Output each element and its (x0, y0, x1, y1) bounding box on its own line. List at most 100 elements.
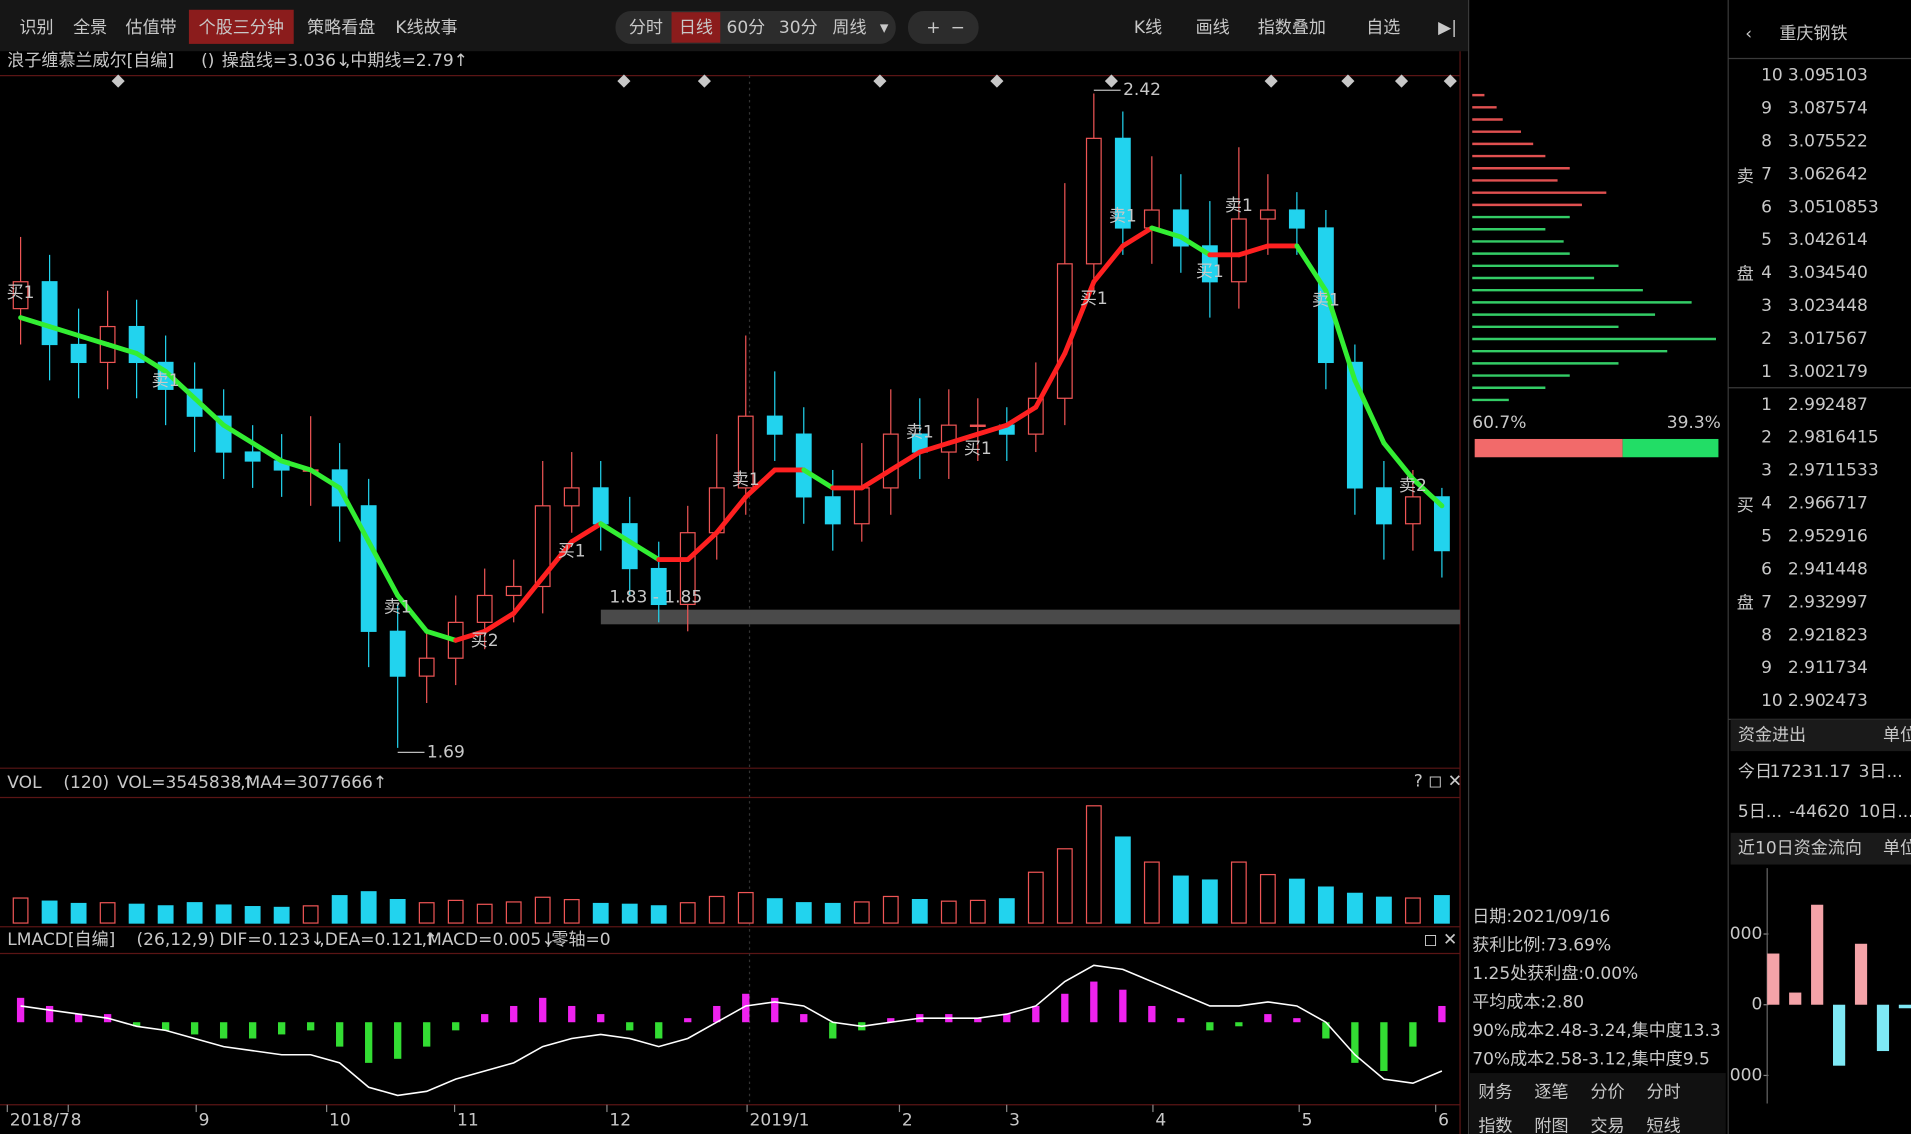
candle-body (941, 425, 956, 452)
price: 2.94 (1788, 559, 1826, 579)
funds-cell: 5日... (1738, 802, 1782, 822)
x-tick-label: 8 (71, 1111, 82, 1131)
volume-bar (419, 903, 434, 923)
level: 8 (1761, 131, 1772, 151)
zoom-out[interactable]: − (951, 18, 965, 38)
period-button[interactable]: 分时 (629, 18, 663, 38)
volume-bar (825, 904, 840, 924)
tab[interactable]: 逐笔 (1534, 1083, 1568, 1103)
candle-body (767, 416, 782, 434)
macd-bar (1235, 1022, 1242, 1026)
volume: 2916 (1824, 527, 1867, 547)
marker: ◆ (698, 70, 712, 90)
volume-bar (912, 900, 927, 923)
zoom-in[interactable]: + (926, 18, 940, 38)
tab[interactable]: 指数 (1478, 1117, 1512, 1134)
marker: ◆ (990, 70, 1004, 90)
pane-buttons[interactable]: ? ◻ ✕ (1414, 772, 1462, 792)
high-label: 2.42 (1123, 80, 1161, 100)
tab[interactable]: 附图 (1534, 1117, 1568, 1134)
macd-bar (1032, 1006, 1039, 1022)
candle-body (970, 425, 985, 426)
toolbar-button[interactable]: 估值带 (126, 18, 177, 38)
back[interactable]: ‹ (1745, 24, 1752, 44)
price: 3.02 (1788, 296, 1826, 316)
macd-bar (626, 1022, 633, 1030)
level: 1 (1761, 395, 1772, 415)
volume: 16415 (1824, 428, 1878, 448)
period-button[interactable]: 日线 (679, 18, 713, 38)
toolbar-button[interactable]: 全景 (73, 18, 107, 38)
signal: 卖1 (1312, 290, 1340, 310)
candle-body (593, 488, 608, 524)
tab[interactable]: 分价 (1590, 1083, 1624, 1103)
volume: 2997 (1824, 592, 1867, 612)
toolbar-button[interactable]: 策略看盘 (307, 18, 375, 38)
volume-bar (622, 904, 637, 923)
macd-params: (26,12,9) (137, 930, 215, 950)
volume: 1734 (1824, 658, 1867, 678)
signal: 买1 (1080, 289, 1108, 309)
funds-title: 资金进出 (1738, 725, 1806, 745)
volume-bar (535, 897, 550, 923)
volume-bar (1232, 862, 1247, 923)
macd-bar (423, 1022, 430, 1046)
x-tick-label: 12 (609, 1111, 631, 1131)
x-tick-label: 5 (1302, 1111, 1313, 1131)
toolbar-button[interactable]: K线 (1134, 18, 1162, 38)
candle-body (1087, 138, 1102, 263)
funds-cell: -44620 (1789, 802, 1849, 822)
volume-bar (1058, 849, 1073, 923)
period-button[interactable]: 30分 (779, 18, 818, 38)
toolbar-button[interactable]: K线故事 (395, 18, 457, 38)
period-button[interactable]: 60分 (727, 18, 766, 38)
price: 3.00 (1788, 362, 1826, 382)
collapse[interactable]: ▶| (1438, 18, 1457, 38)
volume-bar (1174, 876, 1189, 923)
low-label: 1.69 (427, 742, 465, 762)
macd-bar (46, 1006, 53, 1022)
volume-bar (1348, 893, 1363, 923)
tab[interactable]: 交易 (1590, 1117, 1624, 1134)
volume-bar (1203, 880, 1218, 923)
candle-body (390, 631, 405, 676)
x-tick-label: 3 (1009, 1111, 1020, 1131)
candle-body (1290, 210, 1305, 228)
pane-buttons[interactable]: ◻ ✕ (1424, 930, 1458, 950)
volume-bar (245, 907, 260, 923)
period-button[interactable]: 周线 (832, 18, 866, 38)
level: 3 (1761, 461, 1772, 481)
level: 9 (1761, 99, 1772, 119)
volume-bar (1261, 875, 1276, 923)
volume-bar (767, 899, 782, 923)
macd-bar (481, 1014, 488, 1022)
tab[interactable]: 财务 (1478, 1083, 1512, 1103)
volume-bar (390, 900, 405, 923)
macd-bar (510, 1006, 517, 1022)
toolbar-button[interactable]: 自选 (1366, 18, 1400, 38)
macd-bar (249, 1022, 256, 1038)
volume-bar (1029, 872, 1044, 923)
indicator-value: ,中期线=2.79↑ (345, 51, 468, 71)
toolbar-button[interactable]: 个股三分钟 (199, 18, 284, 38)
chip-info: 平均成本:2.80 (1472, 993, 1584, 1013)
signal: 卖2 (1399, 476, 1427, 496)
volume: 2487 (1824, 395, 1867, 415)
toolbar-button[interactable]: 识别 (20, 18, 54, 38)
price: 3.06 (1788, 164, 1826, 184)
toolbar-button[interactable]: 画线 (1196, 18, 1230, 38)
volume-bar (71, 904, 86, 924)
toolbar-button[interactable]: 指数叠加 (1258, 18, 1326, 38)
signal: 买1 (558, 541, 586, 561)
price: 3.05 (1788, 197, 1826, 217)
signal: 买2 (471, 631, 499, 651)
volume-bar (216, 905, 231, 923)
funds-cell: 今日 (1738, 762, 1772, 782)
marker: ◆ (617, 70, 631, 90)
tab[interactable]: 分时 (1647, 1083, 1681, 1103)
candle-body (42, 282, 57, 345)
volume-bar (42, 901, 57, 923)
level: 6 (1761, 197, 1772, 217)
tab[interactable]: 短线 (1647, 1117, 1681, 1134)
macd-value: ,DEA=0.121↑ (319, 930, 437, 950)
